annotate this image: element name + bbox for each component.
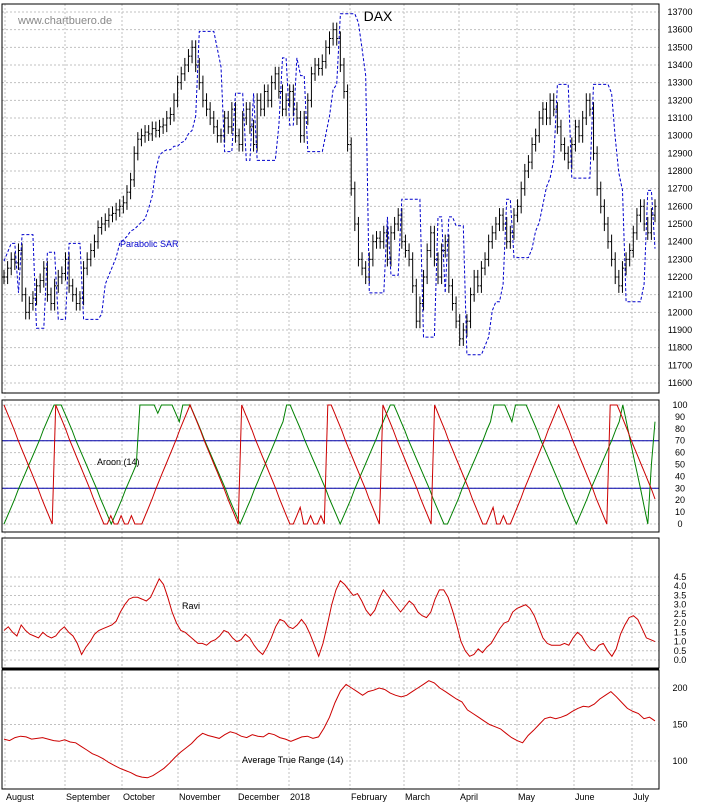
y-tick-label: 0 xyxy=(677,519,682,529)
y-tick-label: 30 xyxy=(675,483,685,493)
y-tick-label: 13200 xyxy=(667,95,692,105)
y-tick-label: 2.0 xyxy=(674,618,687,628)
y-tick-label: 13600 xyxy=(667,25,692,35)
y-tick-label: 13500 xyxy=(667,42,692,52)
text-layer: www.chartbuero.de DAX Parabolic SAR Aroo… xyxy=(17,8,393,765)
sar-line xyxy=(3,13,656,356)
chart-title: DAX xyxy=(364,8,393,24)
panel-frame xyxy=(1,399,660,533)
y-tick-label: 13100 xyxy=(667,113,692,123)
y-tick-label: 20 xyxy=(675,495,685,505)
y-tick-label: 60 xyxy=(675,448,685,458)
y-tick-label: 13300 xyxy=(667,78,692,88)
y-tick-label: 2.5 xyxy=(674,609,687,619)
y-tick-label: 12800 xyxy=(667,166,692,176)
y-tick-label: 150 xyxy=(672,720,687,730)
y-tick-label: 4.0 xyxy=(674,581,687,591)
sar-label: Parabolic SAR xyxy=(120,239,179,249)
ravi-label: Ravi xyxy=(182,601,200,611)
series-line xyxy=(3,577,656,658)
x-tick-label: February xyxy=(351,792,388,802)
grid-layer: 11600 11700 11800 11900 12000 12100 12200 12300… xyxy=(2,4,693,802)
y-tick-label: 1.5 xyxy=(674,627,687,637)
y-tick-label: 3.0 xyxy=(674,600,687,610)
y-tick-label: 11900 xyxy=(668,325,692,335)
x-tick-label: October xyxy=(123,792,155,802)
y-tick-label: 12700 xyxy=(667,184,692,194)
series-line xyxy=(3,404,656,526)
y-tick-label: 13700 xyxy=(667,7,692,17)
panel-frame xyxy=(1,3,660,394)
y-tick-label: 4.5 xyxy=(674,572,687,582)
y-tick-label: 12600 xyxy=(667,201,692,211)
y-tick-label: 12000 xyxy=(667,307,692,317)
y-tick-label: 11600 xyxy=(668,378,692,388)
plot-layer xyxy=(2,13,659,779)
y-tick-label: 0.5 xyxy=(674,646,687,656)
x-tick-label: April xyxy=(460,792,478,802)
frame-layer xyxy=(1,3,660,790)
x-tick-label: 2018 xyxy=(290,792,310,802)
x-tick-label: May xyxy=(518,792,536,802)
y-tick-label: 1.0 xyxy=(674,637,687,647)
aroon-label: Aroon (14) xyxy=(97,457,140,467)
x-tick-label: November xyxy=(179,792,221,802)
y-tick-label: 12200 xyxy=(667,272,692,282)
y-tick-label: 12300 xyxy=(667,254,692,264)
x-tick-label: September xyxy=(66,792,110,802)
y-tick-label: 10 xyxy=(675,507,685,517)
y-tick-label: 11700 xyxy=(668,360,692,370)
series-line xyxy=(3,680,656,779)
y-tick-label: 100 xyxy=(672,400,687,410)
watermark: www.chartbuero.de xyxy=(17,15,112,27)
x-tick-label: July xyxy=(633,792,650,802)
y-tick-label: 90 xyxy=(675,412,685,422)
y-tick-label: 70 xyxy=(675,436,685,446)
series-line xyxy=(3,403,656,525)
x-tick-label: August xyxy=(6,792,35,802)
y-tick-label: 12400 xyxy=(667,237,692,247)
y-tick-label: 40 xyxy=(675,471,685,481)
y-tick-label: 200 xyxy=(672,683,687,693)
y-tick-label: 50 xyxy=(675,460,685,470)
panel-frame xyxy=(1,669,660,790)
y-tick-label: 13400 xyxy=(667,60,692,70)
x-tick-label: March xyxy=(405,792,430,802)
atr-label: Average True Range (14) xyxy=(242,755,343,765)
x-tick-label: June xyxy=(575,792,595,802)
y-tick-label: 0.0 xyxy=(674,655,687,665)
x-tick-label: December xyxy=(238,792,280,802)
y-tick-label: 12100 xyxy=(667,290,692,300)
y-tick-label: 100 xyxy=(672,756,687,766)
y-tick-label: 13000 xyxy=(667,131,692,141)
panel-frame xyxy=(1,537,660,669)
y-tick-label: 12900 xyxy=(667,148,692,158)
y-tick-label: 3.5 xyxy=(674,590,687,600)
y-tick-label: 80 xyxy=(675,424,685,434)
y-tick-label: 11800 xyxy=(668,343,692,353)
y-tick-label: 12500 xyxy=(667,219,692,229)
